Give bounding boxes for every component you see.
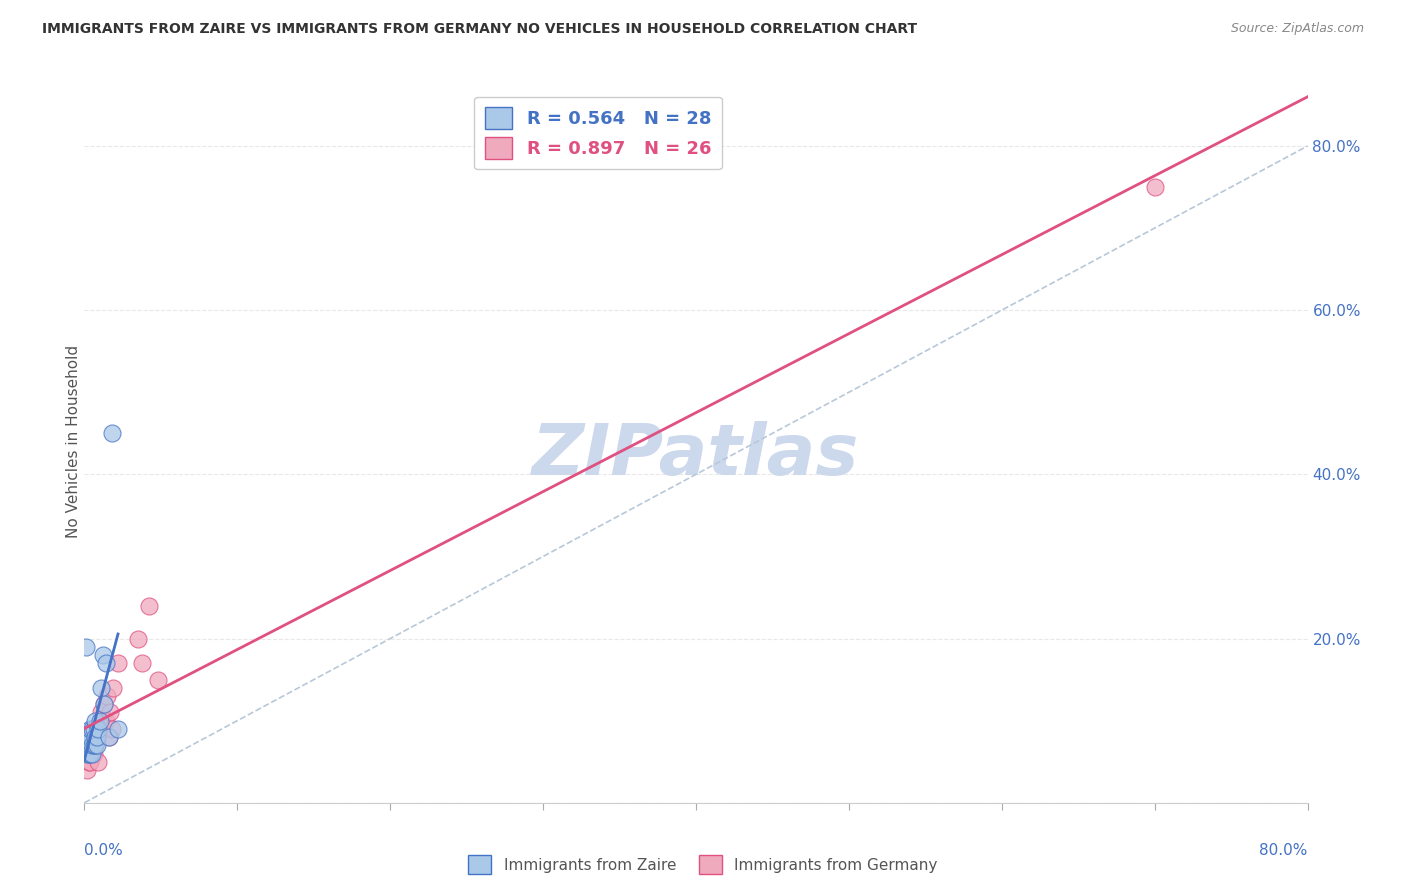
Point — [96, 689, 118, 703]
Point — [80, 747, 103, 761]
Point — [89, 722, 111, 736]
Text: ZIPatlas: ZIPatlas — [533, 422, 859, 491]
Point — [80, 739, 103, 753]
Point — [76, 763, 98, 777]
Point — [90, 706, 112, 720]
Point — [90, 681, 112, 695]
Point — [84, 739, 107, 753]
Point — [76, 739, 98, 753]
Point — [131, 657, 153, 671]
Text: Source: ZipAtlas.com: Source: ZipAtlas.com — [1230, 22, 1364, 36]
Point — [127, 632, 149, 646]
Point — [84, 714, 107, 728]
Point — [80, 722, 103, 736]
Point — [138, 599, 160, 613]
Point — [84, 739, 107, 753]
Point — [107, 657, 129, 671]
Point — [77, 755, 100, 769]
Legend: R = 0.564   N = 28, R = 0.897   N = 26: R = 0.564 N = 28, R = 0.897 N = 26 — [474, 96, 721, 169]
Point — [80, 739, 103, 753]
Text: IMMIGRANTS FROM ZAIRE VS IMMIGRANTS FROM GERMANY NO VEHICLES IN HOUSEHOLD CORREL: IMMIGRANTS FROM ZAIRE VS IMMIGRANTS FROM… — [42, 22, 917, 37]
Point — [86, 730, 108, 744]
Point — [83, 739, 105, 753]
Point — [107, 722, 129, 736]
Point — [77, 747, 100, 761]
Point — [75, 640, 97, 654]
Point — [146, 673, 169, 687]
Point — [94, 657, 117, 671]
Point — [91, 714, 114, 728]
Point — [79, 730, 101, 744]
Text: 0.0%: 0.0% — [84, 843, 124, 857]
Point — [1143, 180, 1166, 194]
Point — [93, 698, 115, 712]
Y-axis label: No Vehicles in Household: No Vehicles in Household — [66, 345, 80, 538]
Point — [79, 747, 101, 761]
Text: 80.0%: 80.0% — [1260, 843, 1308, 857]
Point — [83, 747, 105, 761]
Point — [84, 730, 107, 744]
Point — [98, 706, 121, 720]
Legend: Immigrants from Zaire, Immigrants from Germany: Immigrants from Zaire, Immigrants from G… — [463, 849, 943, 880]
Point — [86, 739, 108, 753]
Point — [80, 730, 103, 744]
Point — [86, 730, 108, 744]
Point — [89, 714, 111, 728]
Point — [76, 747, 98, 761]
Point — [93, 698, 115, 712]
Point — [91, 648, 114, 662]
Point — [101, 426, 124, 441]
Point — [103, 681, 125, 695]
Point — [87, 722, 110, 736]
Point — [87, 755, 110, 769]
Point — [79, 755, 101, 769]
Point — [83, 722, 105, 736]
Point — [77, 739, 100, 753]
Point — [97, 730, 120, 744]
Point — [94, 714, 117, 728]
Point — [97, 730, 120, 744]
Point — [79, 722, 101, 736]
Point — [101, 722, 124, 736]
Point — [77, 730, 100, 744]
